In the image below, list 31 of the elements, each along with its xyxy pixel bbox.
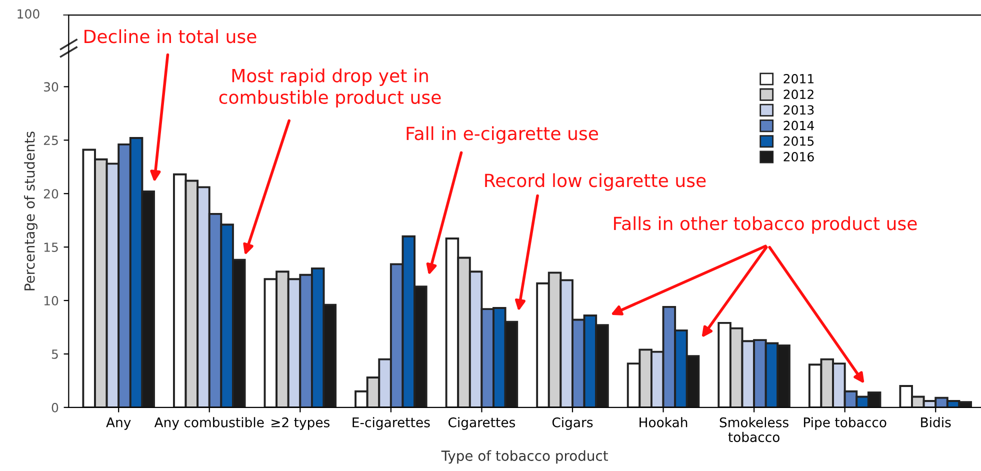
x-tick-label: Cigarettes <box>448 417 516 430</box>
legend-label: 2013 <box>784 105 814 115</box>
x-tick-label: Smokeless tobacco <box>720 417 788 442</box>
x-tick-label: Cigars <box>552 417 593 430</box>
legend-label: 2012 <box>784 90 814 100</box>
x-tick-label: ≥2 types <box>272 417 330 430</box>
y-tick-label: 25 <box>44 136 58 146</box>
y-tick-label: 5 <box>52 350 58 359</box>
y-tick-label: 30 <box>44 82 58 92</box>
x-tick-label: Any combustible <box>154 417 264 430</box>
x-axis-title: Type of tobacco product <box>441 450 608 464</box>
legend-label: 2016 <box>784 152 814 162</box>
legend-label: 2014 <box>784 120 814 130</box>
x-tick-label: Hookah <box>640 417 688 428</box>
x-tick-label: Bidis <box>921 417 951 428</box>
annotation: Falls in other tobacco product use <box>614 216 917 234</box>
x-tick-label: Any <box>106 418 131 430</box>
annotation: Fall in e-cigarette use <box>406 126 598 144</box>
annotation: Record low cigarette use <box>485 173 706 191</box>
y-tick-label: 10 <box>44 296 58 306</box>
annotation: Most rapid drop yet in combustible product use <box>219 68 441 108</box>
y-tick-label: 20 <box>44 189 58 199</box>
legend-label: 2011 <box>784 74 814 84</box>
legend-label: 2015 <box>784 136 814 146</box>
text: 100 <box>18 9 40 19</box>
y-tick-label: 0 <box>52 402 58 412</box>
annotation: Decline in total use <box>84 29 256 44</box>
x-tick-label: Pipe tobacco <box>804 417 886 430</box>
y-axis-title: Percentage of students <box>24 132 38 290</box>
y-tick-label: 15 <box>44 242 58 252</box>
x-tick-label: E-cigarettes <box>352 417 430 430</box>
